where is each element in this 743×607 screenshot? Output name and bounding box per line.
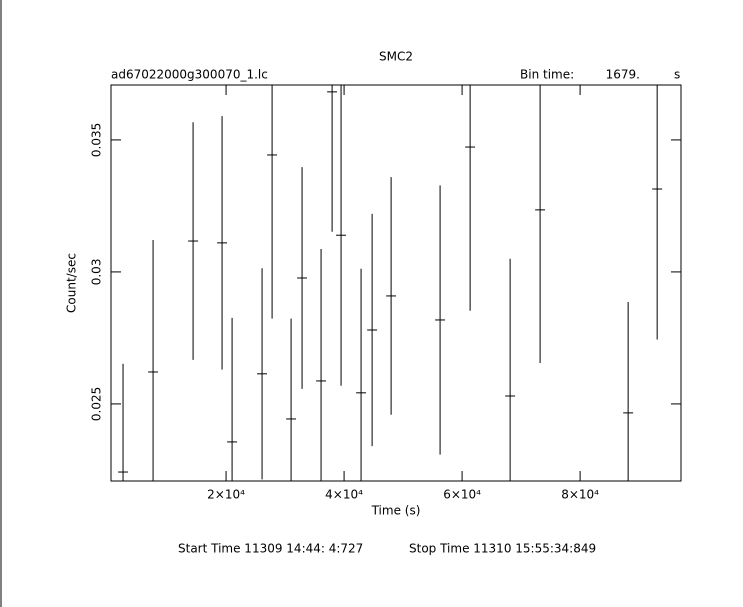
chart-title: SMC2: [379, 50, 413, 64]
y-tick-label: 0.025: [90, 387, 104, 421]
x-axis-label: Time (s): [371, 504, 421, 518]
x-tick-label: 2×10⁴: [207, 488, 245, 502]
y-axis-label: Count/sec: [65, 253, 79, 313]
stop-time: Stop Time 11310 15:55:34:849: [409, 542, 596, 556]
bin-time-unit: s: [674, 68, 680, 82]
x-tick-label: 6×10⁴: [443, 488, 481, 502]
y-tick-label: 0.03: [90, 259, 104, 286]
start-time: Start Time 11309 14:44: 4:727: [178, 542, 363, 556]
bin-time: 1679.: [606, 68, 640, 82]
bin-time-label: Bin time:: [520, 68, 574, 82]
file-name: ad67022000g300070_1.lc: [111, 68, 268, 82]
y-tick-label: 0.035: [90, 123, 104, 157]
data-layer: [118, 85, 663, 481]
plot-frame: [110, 84, 682, 482]
x-tick-label: 4×10⁴: [325, 488, 363, 502]
x-tick-label: 8×10⁴: [561, 488, 599, 502]
